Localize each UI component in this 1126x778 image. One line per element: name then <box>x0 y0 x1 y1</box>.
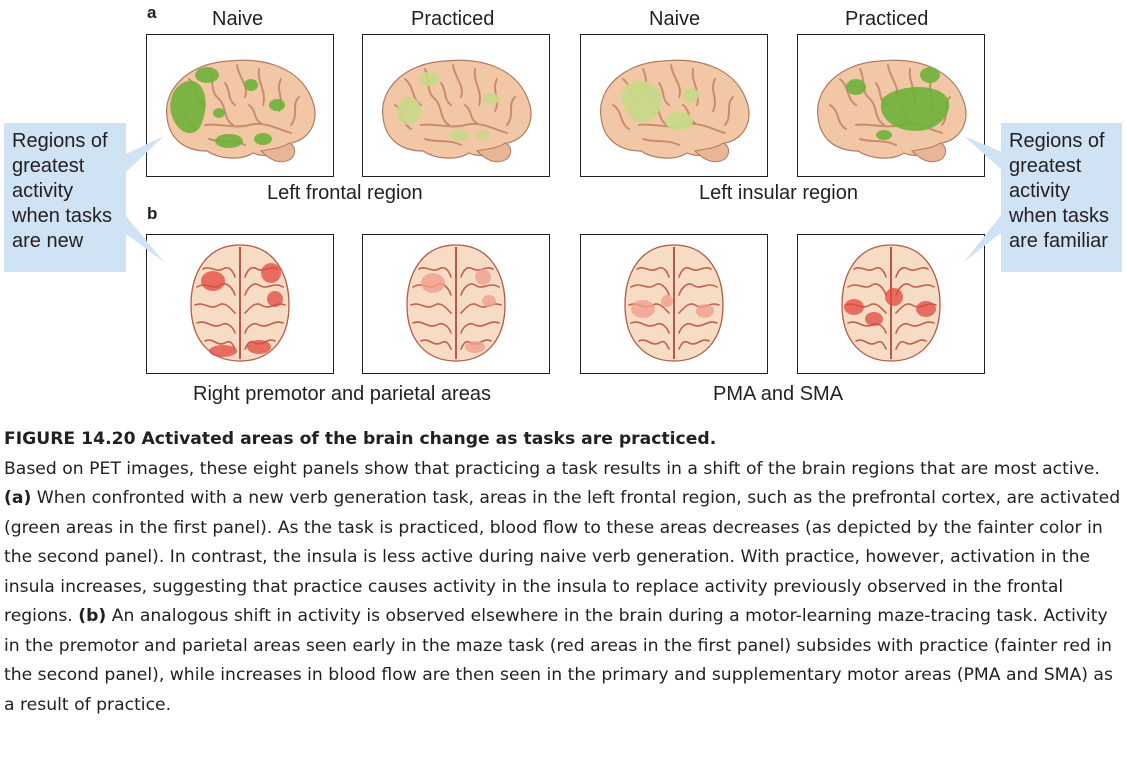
caption-text: An analogous shift in activity is observ… <box>4 606 1113 715</box>
lateral-brain-image <box>165 59 316 163</box>
brain-panel-pma-practiced <box>797 234 985 374</box>
brain-panel-pma-naive <box>580 234 768 374</box>
column-label-naive-1: Naive <box>212 8 264 30</box>
lateral-brain-image <box>381 59 532 163</box>
callout-line: activity <box>12 180 74 202</box>
axial-brain-image <box>406 244 506 362</box>
figure-caption: FIGURE 14.20 Activated areas of the brai… <box>4 425 1122 720</box>
column-label-practiced-1: Practiced <box>411 8 495 30</box>
brain-panel-insular-naive <box>580 34 768 177</box>
region-label-left-insular: Left insular region <box>699 182 858 204</box>
callout-tasks-new: Regions of greatest activity when tasks … <box>4 123 126 272</box>
axial-brain-image <box>841 244 941 362</box>
axial-brain-image <box>624 244 724 362</box>
lateral-brain-image <box>816 59 967 163</box>
brain-panel-premotor-practiced <box>362 234 550 374</box>
region-label-pma-sma: PMA and SMA <box>713 383 844 405</box>
callout-line: greatest <box>12 155 85 177</box>
callout-line: are familiar <box>1009 230 1108 252</box>
caption-text: Based on PET images, these eight panels … <box>4 458 1100 479</box>
panel-b-letter: b <box>147 204 158 223</box>
brain-panel-insular-practiced <box>797 34 985 177</box>
caption-title: FIGURE 14.20 Activated areas of the brai… <box>4 429 717 449</box>
left-callout-pointer <box>126 136 164 262</box>
caption-marker-b: (b) <box>78 606 107 626</box>
callout-line: when tasks <box>1009 205 1110 227</box>
brain-panel-premotor-naive <box>146 234 334 374</box>
callout-line: when tasks <box>12 205 113 227</box>
lateral-brain-image <box>599 59 750 163</box>
panel-a-letter: a <box>147 3 157 22</box>
brain-panel-frontal-practiced <box>362 34 550 177</box>
callout-line: greatest <box>1009 155 1082 177</box>
brain-panel-frontal-naive <box>146 34 334 177</box>
axial-brain-image <box>190 244 290 362</box>
caption-body: Based on PET images, these eight panels … <box>4 455 1122 721</box>
callout-line: are new <box>12 230 84 252</box>
region-label-premotor-parietal: Right premotor and parietal areas <box>193 383 491 405</box>
callout-line: Regions of <box>12 130 108 152</box>
column-label-practiced-2: Practiced <box>845 8 929 30</box>
column-label-naive-2: Naive <box>649 8 701 30</box>
callout-line: activity <box>1009 180 1071 202</box>
caption-marker-a: (a) <box>4 488 32 508</box>
caption-text: When confronted with a new verb generati… <box>4 488 1121 626</box>
right-callout-pointer <box>964 136 1002 262</box>
region-label-left-frontal: Left frontal region <box>267 182 423 204</box>
callout-line: Regions of <box>1009 130 1105 152</box>
callout-tasks-familiar: Regions of greatest activity when tasks … <box>1001 123 1122 272</box>
